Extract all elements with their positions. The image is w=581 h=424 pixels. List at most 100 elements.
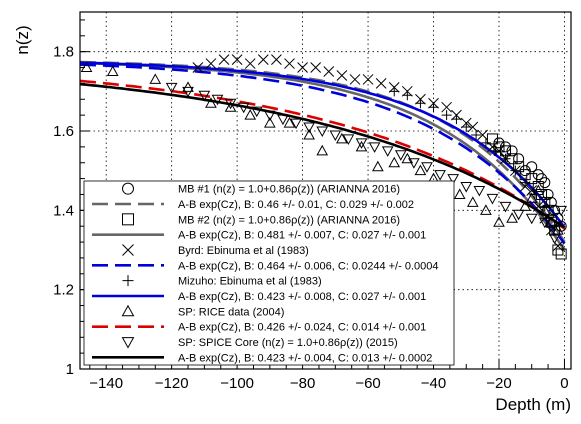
plus-point [415,98,426,109]
triangle-down-point [512,209,525,221]
y-tick-label: 1 [66,361,74,378]
triangle-down-point [460,182,473,193]
legend-triangle-up-marker [121,304,135,317]
cross-point [323,66,335,77]
plus-point [441,110,452,121]
circle-point [542,188,554,200]
cross-point [349,74,361,85]
plus-point [480,137,491,148]
square-point [493,141,505,153]
legend-label: A-B exp(Cz), B: 0.426 +/- 0.024, C: 0.01… [178,322,426,334]
x-axis-label: Depth (m) [495,395,571,414]
cross-point [192,62,204,73]
x-tick-label: 0 [560,375,568,392]
triangle-down-point [316,126,329,138]
triangle-up-point [336,132,348,144]
fit-curve [79,79,566,230]
fit-curves [79,60,566,252]
circle-point [513,153,525,165]
triangle-down-point [250,106,263,118]
plus-point [461,122,472,133]
y-tick-label: 1.2 [53,282,74,299]
x-tick-label: −60 [355,375,380,392]
triangle-up-point [506,212,518,223]
plus-point [520,177,531,188]
plus-point [428,102,439,113]
fit-curve [79,61,566,229]
legend: MB #1 (n(z) = 1.0+0.86ρ(z)) (ARIANNA 201… [83,180,455,366]
triangle-up-point [283,117,296,128]
triangle-up-point [493,216,505,227]
cross-point [310,62,322,73]
x-tick-label: −120 [155,375,189,392]
fit-curve [79,82,566,229]
x-tick-label: −100 [220,375,254,392]
triangle-down-point [355,138,368,149]
triangle-up-point [264,117,276,128]
triangle-down-point [548,233,561,245]
cross-point [336,70,348,81]
plus-point [389,86,400,97]
triangle-up-point [545,216,558,227]
triangle-down-point [290,118,302,130]
triangle-down-point [211,94,224,106]
x-tick-label: −20 [486,375,511,392]
data-points [80,54,568,260]
triangle-up-point [224,101,237,112]
legend-label: A-B exp(Cz), B: 0.481 +/- 0.007, C: 0.02… [178,230,426,242]
cross-point [271,54,282,65]
circle-point [545,196,557,208]
square-point [513,161,525,173]
triangle-down-point [473,186,486,197]
triangle-down-point [198,90,211,102]
legend-cross-marker [122,244,134,256]
triangle-up-point [519,200,532,211]
legend-plus-marker [122,275,134,287]
x-tick-label: −80 [290,375,315,392]
x-tick-label: −140 [89,375,123,392]
triangle-down-point [329,130,342,141]
legend-label: MB #2 (n(z) = 1.0+0.86ρ(z)) (ARIANNA 201… [178,214,400,226]
triangle-down-point [434,170,446,181]
triangle-up-point [244,109,257,120]
triangle-down-point [538,217,551,229]
legend-label: Byrd: Ebinuma et al (1983) [178,245,309,257]
triangle-down-point [381,146,394,157]
triangle-up-point [205,97,217,108]
x-tick-label: −40 [421,375,446,392]
plot-frame [79,11,572,370]
triangle-down-point [368,142,381,153]
triangle-down-point [499,201,512,213]
triangle-down-point [486,193,499,205]
triangle-down-point [277,114,289,126]
triangle-down-point [408,158,420,169]
triangle-up-point [525,192,538,203]
triangle-up-point [532,184,545,195]
legend-label: SP: SPICE Core (n(z) = 1.0+0.86ρ(z)) (20… [178,337,398,349]
circle-point [526,161,538,173]
cross-point [231,54,243,65]
triangle-down-point [342,134,355,145]
triangle-down-point [421,162,433,173]
cross-point [218,54,230,65]
circle-point [552,212,564,224]
cross-point [441,101,452,113]
plus-point [539,201,550,212]
triangle-down-point [394,150,407,161]
square-point [532,181,544,193]
triangle-down-point [182,86,194,98]
legend-box [83,180,455,366]
triangle-up-point [538,204,551,215]
triangle-down-point [303,122,315,134]
square-point [486,133,498,145]
square-point [555,248,567,260]
cross-point [532,201,544,212]
plus-point [471,129,482,140]
circle-point [532,169,544,181]
triangle-up-point [453,188,466,199]
legend-label: SP: RICE data (2004) [178,306,284,318]
triangle-up-point [149,73,162,84]
triangle-down-point [237,102,250,114]
cross-point [375,78,387,89]
triangle-down-point [447,174,460,185]
